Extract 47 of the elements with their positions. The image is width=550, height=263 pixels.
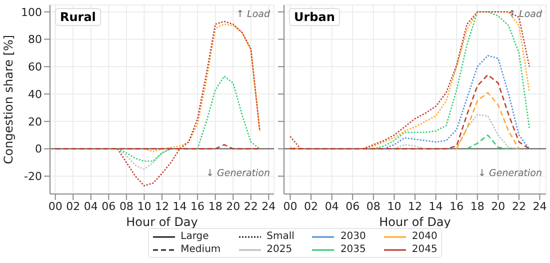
annotation: ↓ Generation [206,168,270,179]
annotation: ↓ Generation [478,168,542,179]
y-tick-label: 100 [21,6,42,19]
x-tick-label: 02 [304,200,318,213]
legend-label: 2045 [412,244,438,255]
x-tick-label: 22 [512,200,526,213]
x-tick-label: 20 [226,200,240,213]
annotation: ↑ Load [236,9,270,20]
chart-title: Rural [55,8,101,26]
x-tick-label: 10 [387,200,402,213]
x-tick-label: 20 [491,200,506,213]
x-tick-label: 14 [428,200,443,213]
x-tick-label: 08 [119,200,134,213]
x-tick-label: 04 [84,200,98,213]
y-tick-label: 80 [28,33,42,46]
x-tick-label: 06 [346,200,360,213]
x-tick-label: 24 [532,200,547,213]
x-tick-label: 16 [190,200,205,213]
x-tick-label: 08 [366,200,380,213]
y-axis-title: Congestion share [%] [1,34,16,164]
legend-label: 2040 [412,231,438,242]
y-tick-label: 60 [28,60,42,74]
x-tick-label: 18 [470,200,484,213]
y-tick-label: 20 [28,115,42,128]
x-tick-label: 00 [283,200,298,213]
x-tick-label: 14 [172,200,187,213]
x-tick-label: 10 [137,200,152,213]
y-tick-label: 0 [35,142,42,156]
legend-label: Small [266,231,294,242]
x-tick-label: 24 [262,200,276,213]
legend-label: Large [180,231,209,242]
y-tick-label: 40 [28,88,42,101]
legend-label: 2030 [340,231,366,242]
x-tick-label: 02 [66,200,80,213]
chart-title: Urban [289,8,340,26]
x-tick-label: 06 [102,200,116,213]
y-tick-label: -20 [24,170,42,184]
x-tick-label: 16 [450,200,464,213]
legend-label: 2025 [266,244,292,255]
legend-label: 2035 [340,244,366,255]
x-tick-label: 04 [324,200,339,213]
x-tick-label: 12 [155,200,169,213]
x-tick-label: 18 [208,200,222,213]
x-tick-label: 22 [244,200,258,213]
legend-label: Medium [180,244,221,255]
x-tick-label: 00 [48,200,62,213]
x-tick-label: 12 [408,200,422,213]
